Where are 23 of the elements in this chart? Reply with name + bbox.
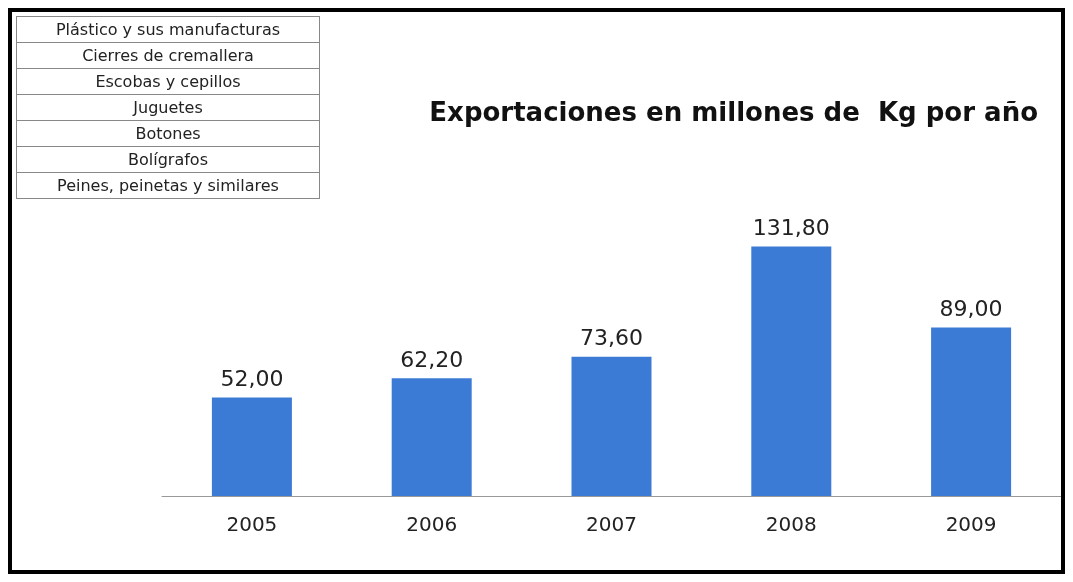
bar xyxy=(751,246,832,496)
data-label: 89,00 xyxy=(939,295,1003,321)
x-tick-label: 2009 xyxy=(945,512,997,536)
text: Juguetes xyxy=(16,94,320,121)
x-tick-label: 2005 xyxy=(226,512,278,536)
data-label: 131,80 xyxy=(752,214,830,240)
text: Cierres de cremallera xyxy=(16,42,320,69)
chart-title: Exportaciones en millones de Kg por año xyxy=(429,97,1038,127)
text: Botones xyxy=(16,120,320,147)
x-tick-label: 2007 xyxy=(586,512,637,536)
text: Escobas y cepillos xyxy=(16,68,320,95)
x-tick-label: 2006 xyxy=(406,512,458,536)
bar xyxy=(391,378,472,496)
data-label: 62,20 xyxy=(400,346,464,372)
data-label: 73,60 xyxy=(580,325,643,351)
bar xyxy=(571,356,652,496)
bar xyxy=(931,327,1012,496)
x-tick-label: 2008 xyxy=(765,512,817,536)
text: Peines, peinetas y similares xyxy=(16,172,320,199)
data-label: 52,00 xyxy=(220,366,284,392)
bar xyxy=(211,397,292,496)
text: Bolígrafos xyxy=(16,146,320,173)
text: Plástico y sus manufacturas xyxy=(16,16,320,43)
